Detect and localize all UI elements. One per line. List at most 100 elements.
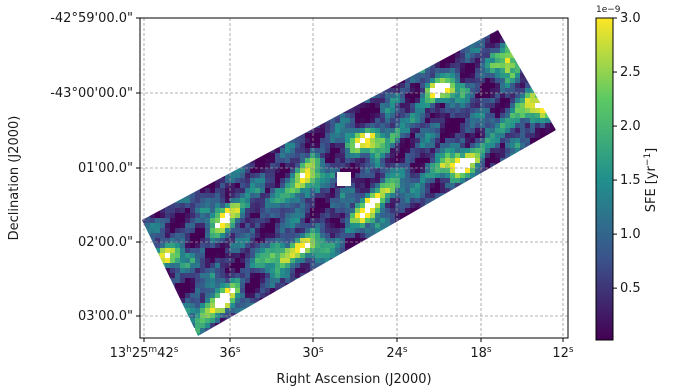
- heatmap-cell: [340, 208, 345, 213]
- heatmap-cell: [175, 218, 180, 223]
- heatmap-cell: [250, 188, 255, 193]
- heatmap-cell: [260, 243, 265, 248]
- heatmap-cell: [220, 218, 225, 223]
- heatmap-cell: [405, 153, 410, 158]
- heatmap-cell: [545, 123, 550, 128]
- heatmap-cell: [175, 273, 180, 278]
- heatmap-cell: [245, 278, 250, 283]
- heatmap-cell: [190, 228, 195, 233]
- heatmap-cell: [380, 118, 385, 123]
- heatmap-cell: [215, 323, 220, 328]
- heatmap-cell: [445, 48, 450, 53]
- heatmap-cell: [280, 188, 285, 193]
- heatmap-cell: [390, 153, 395, 158]
- heatmap-cell: [290, 138, 295, 143]
- heatmap-cell: [375, 128, 380, 133]
- heatmap-cell: [455, 58, 460, 63]
- heatmap-cell: [215, 243, 220, 248]
- heatmap-cell: [325, 143, 330, 148]
- heatmap-cell: [200, 183, 205, 188]
- heatmap-cell: [440, 68, 445, 73]
- heatmap-cell: [355, 113, 360, 118]
- heatmap-cell: [415, 128, 420, 133]
- heatmap-cell: [315, 138, 320, 143]
- heatmap-cell: [330, 123, 335, 128]
- heatmap-cell: [445, 143, 450, 148]
- heatmap-cell: [270, 168, 275, 173]
- heatmap-cell: [385, 228, 390, 233]
- heatmap-cell: [270, 143, 275, 148]
- heatmap-cell: [540, 108, 545, 113]
- heatmap-cell: [425, 113, 430, 118]
- heatmap-cell: [175, 243, 180, 248]
- heatmap-cell: [455, 193, 460, 198]
- heatmap-cell: [450, 123, 455, 128]
- heatmap-cell: [425, 148, 430, 153]
- heatmap-cell: [190, 303, 195, 308]
- heatmap-cell: [440, 103, 445, 108]
- heatmap-cell: [380, 213, 385, 218]
- heatmap-cell: [200, 303, 205, 308]
- heatmap-cell: [460, 188, 465, 193]
- heatmap-cell: [175, 233, 180, 238]
- heatmap-cell: [200, 273, 205, 278]
- heatmap-cell: [405, 168, 410, 173]
- heatmap-cell: [175, 238, 180, 243]
- heatmap-cell: [400, 143, 405, 148]
- heatmap-cell: [445, 113, 450, 118]
- heatmap-cell: [375, 93, 380, 98]
- heatmap-cell: [360, 88, 365, 93]
- heatmap-cell: [200, 238, 205, 243]
- heatmap-cell: [445, 108, 450, 113]
- heatmap-cell: [275, 193, 280, 198]
- heatmap-cell: [280, 248, 285, 253]
- heatmap-cell: [335, 208, 340, 213]
- heatmap-cell: [425, 88, 430, 93]
- heatmap-cell: [470, 58, 475, 63]
- heatmap-cell: [495, 108, 500, 113]
- y-axis-label: Declination (J2000): [7, 116, 22, 241]
- heatmap-cell: [240, 218, 245, 223]
- heatmap-cell: [255, 268, 260, 273]
- heatmap-cell: [500, 98, 505, 103]
- heatmap-cell: [270, 173, 275, 178]
- heatmap-cell: [465, 30, 470, 33]
- heatmap-cell: [465, 53, 470, 58]
- heatmap-cell: [525, 113, 530, 118]
- heatmap-cell: [215, 228, 220, 233]
- heatmap-cell: [260, 298, 265, 303]
- heatmap-cell: [490, 48, 495, 53]
- heatmap-cell: [390, 168, 395, 173]
- masked-pixel-region: [337, 172, 351, 186]
- heatmap-cell: [410, 133, 415, 138]
- heatmap-cell: [400, 218, 405, 223]
- heatmap-cell: [180, 288, 185, 293]
- heatmap-cell: [410, 108, 415, 113]
- heatmap-cell: [280, 158, 285, 163]
- heatmap-cell: [490, 58, 495, 63]
- heatmap-cell: [475, 183, 480, 188]
- heatmap-cell: [385, 148, 390, 153]
- heatmap-cell: [265, 178, 270, 183]
- heatmap-cell: [465, 118, 470, 123]
- heatmap-cell: [430, 163, 435, 168]
- heatmap-cell: [240, 273, 245, 278]
- heatmap-cell: [405, 93, 410, 98]
- heatmap-cell: [325, 258, 330, 263]
- heatmap-cell: [230, 243, 235, 248]
- heatmap-cell: [350, 248, 355, 253]
- heatmap-cell: [270, 298, 275, 303]
- heatmap-cell: [300, 158, 305, 163]
- heatmap-cell: [500, 123, 505, 128]
- heatmap-cell: [385, 103, 390, 108]
- heatmap-cell: [245, 208, 250, 213]
- heatmap-cell: [535, 88, 540, 93]
- heatmap-cell: [455, 123, 460, 128]
- heatmap-cell: [385, 123, 390, 128]
- heatmap-cell: [500, 158, 505, 163]
- heatmap-cell: [390, 128, 395, 133]
- heatmap-cell: [290, 233, 295, 238]
- heatmap-cell: [475, 43, 480, 48]
- heatmap-cell: [325, 263, 330, 268]
- heatmap-cell: [240, 288, 245, 293]
